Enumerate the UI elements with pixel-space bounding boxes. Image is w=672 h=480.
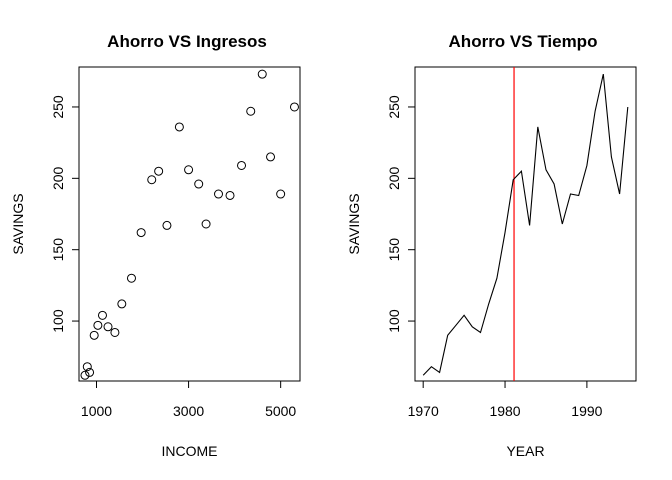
y-axis-label: SAVINGS bbox=[346, 193, 362, 254]
data-point bbox=[80, 370, 90, 380]
y-tick-label: 250 bbox=[50, 95, 66, 119]
data-point bbox=[237, 160, 247, 170]
x-tick-label: 1990 bbox=[571, 403, 602, 419]
y-tick-label: 100 bbox=[386, 309, 402, 333]
x-tick-label: 1000 bbox=[81, 403, 112, 419]
data-point bbox=[266, 152, 276, 162]
data-point bbox=[162, 220, 172, 230]
data-point bbox=[93, 320, 103, 330]
y-tick-label: 200 bbox=[50, 166, 66, 190]
x-axis-label: INCOME bbox=[162, 443, 218, 459]
plot-frame bbox=[414, 66, 637, 382]
data-point bbox=[289, 102, 299, 112]
data-point bbox=[85, 367, 95, 377]
data-point bbox=[184, 165, 194, 175]
data-point bbox=[257, 69, 267, 79]
plot-frame bbox=[78, 66, 301, 382]
y-tick-label: 100 bbox=[50, 309, 66, 333]
x-axis-label: YEAR bbox=[506, 443, 544, 459]
data-point bbox=[136, 228, 146, 238]
data-point bbox=[225, 190, 235, 200]
x-tick-label: 1970 bbox=[408, 403, 439, 419]
data-point bbox=[246, 106, 256, 116]
data-point bbox=[147, 175, 157, 185]
data-point bbox=[174, 122, 184, 132]
data-point bbox=[214, 189, 224, 199]
data-point bbox=[110, 327, 120, 337]
data-point bbox=[117, 299, 127, 309]
scatter-panel: Ahorro VS Ingresos INCOME SAVINGS 1000 3000 5… bbox=[10, 32, 301, 459]
line-panel: Ahorro VS Tiempo YEAR SAVINGS 1970 1980 1990 1… bbox=[346, 32, 637, 459]
y-tick-label: 150 bbox=[50, 238, 66, 262]
x-tick-label: 3000 bbox=[173, 403, 204, 419]
x-tick-label: 5000 bbox=[265, 403, 296, 419]
data-point bbox=[194, 179, 204, 189]
data-point bbox=[154, 166, 164, 176]
y-tick-label: 250 bbox=[386, 95, 402, 119]
y-tick-label: 200 bbox=[386, 166, 402, 190]
data-point bbox=[97, 310, 107, 320]
series-line bbox=[422, 73, 629, 376]
data-point bbox=[103, 322, 113, 332]
data-point bbox=[89, 330, 99, 340]
data-point bbox=[276, 189, 286, 199]
y-tick-label: 150 bbox=[386, 238, 402, 262]
data-point bbox=[126, 273, 136, 283]
y-axis-label: SAVINGS bbox=[10, 193, 26, 254]
chart-title: Ahorro VS Tiempo bbox=[449, 32, 598, 51]
data-point bbox=[82, 362, 92, 372]
chart-title: Ahorro VS Ingresos bbox=[107, 32, 267, 51]
data-point bbox=[201, 219, 211, 229]
x-tick-label: 1980 bbox=[489, 403, 520, 419]
